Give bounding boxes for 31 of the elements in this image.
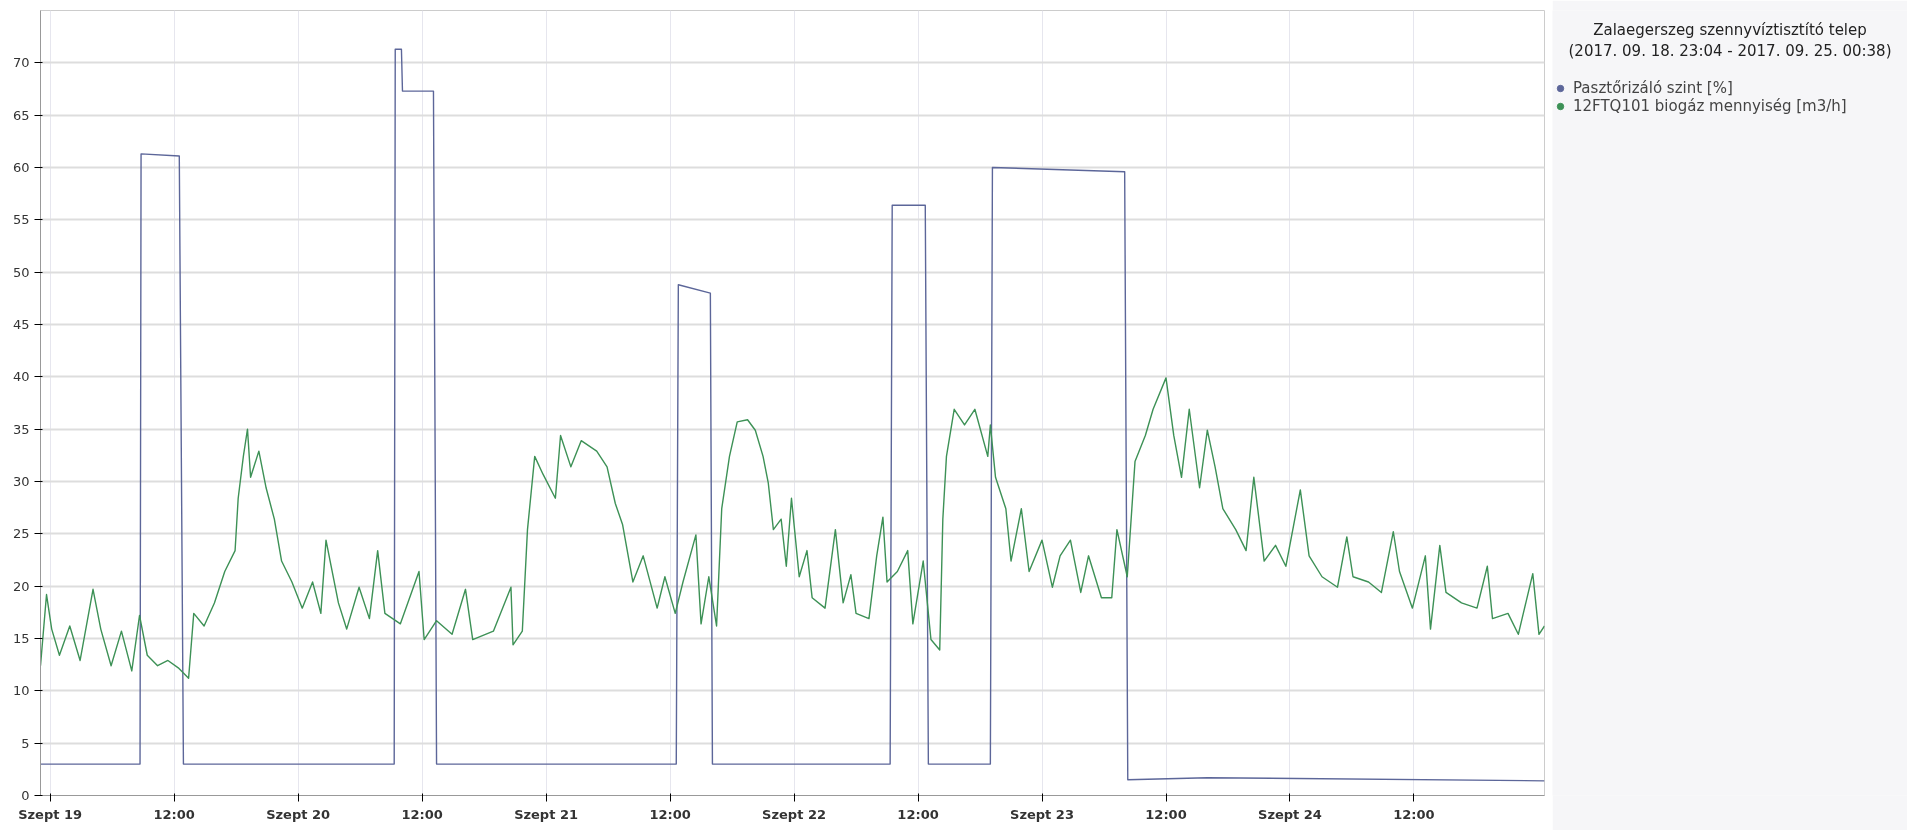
x-tick-label: 12:00 — [1393, 806, 1435, 822]
x-tick-label: 12:00 — [1145, 806, 1187, 822]
x-tick-label: Szept 24 — [1258, 806, 1322, 822]
y-tick-label: 35 — [12, 421, 30, 437]
y-tick-label: 55 — [12, 212, 30, 228]
y-tick-label: 20 — [12, 578, 30, 594]
x-tick-label: Szept 20 — [266, 806, 331, 822]
x-tick-label: Szept 22 — [762, 806, 826, 822]
y-tick-label: 40 — [12, 369, 30, 385]
x-tick-label: 12:00 — [153, 806, 195, 822]
x-tick-label: 12:00 — [897, 806, 939, 822]
y-tick-label: 10 — [12, 683, 30, 699]
y-tick-label: 15 — [12, 631, 30, 646]
x-tick-label: 12:00 — [649, 806, 691, 822]
text: Zalaegerszeg szennyvíztisztító telep — [1593, 21, 1867, 40]
y-tick-label: 30 — [12, 474, 30, 489]
y-tick-label: 25 — [12, 526, 30, 542]
y-tick-label: 50 — [12, 264, 30, 280]
x-tick-label: Szept 19 — [18, 806, 83, 822]
legend-label: 12FTQ101 biogáz mennyiség [m3/h] — [1573, 97, 1847, 115]
text: (2017. 09. 18. 23:04 - 2017. 09. 25. 00:38) — [1568, 41, 1892, 60]
y-tick-label: 65 — [12, 107, 30, 123]
x-tick-label: Szept 21 — [514, 806, 579, 822]
x-tick-label: 12:00 — [401, 806, 443, 822]
y-tick-label: 45 — [12, 317, 30, 332]
y-tick-label: 70 — [12, 55, 30, 71]
legend-label: Pasztőrizáló szint [%] — [1573, 79, 1733, 97]
y-tick-label: 60 — [12, 160, 30, 175]
y-tick-label: 5 — [21, 735, 30, 751]
y-tick-label: 0 — [21, 788, 30, 803]
x-tick-label: Szept 23 — [1010, 806, 1074, 822]
